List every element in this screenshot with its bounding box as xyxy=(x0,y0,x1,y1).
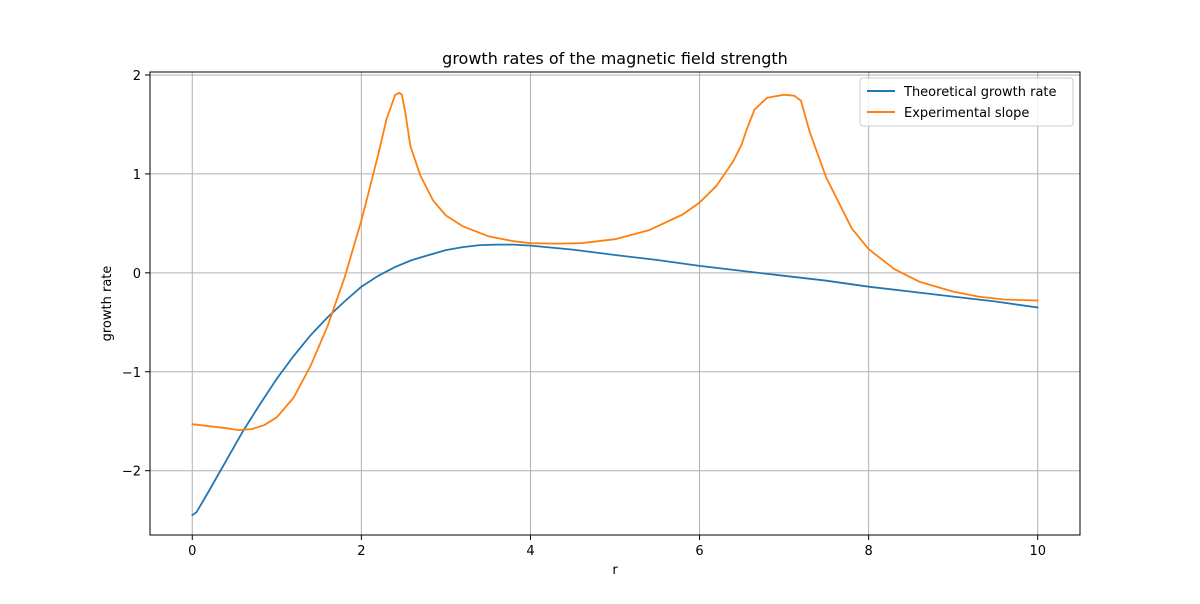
y-tick-label: −1 xyxy=(122,366,141,381)
legend-box xyxy=(859,77,1074,127)
series-line-experimental xyxy=(191,91,1039,432)
x-tick-label: 2 xyxy=(357,544,365,559)
y-tick-label: 1 xyxy=(133,168,141,183)
grid-lines xyxy=(150,72,1080,535)
x-tick-label: 8 xyxy=(864,544,872,559)
series-line-theoretical xyxy=(191,243,1039,517)
x-tick-label: 4 xyxy=(526,544,534,559)
y-tick-label: 0 xyxy=(133,267,141,282)
x-axis-label: r xyxy=(612,563,618,578)
plot-frame xyxy=(149,71,1081,536)
y-tick-label: −2 xyxy=(122,465,141,480)
x-tick-label: 6 xyxy=(695,544,703,559)
legend-label-experimental: Experimental slope xyxy=(904,106,1029,121)
legend-label-theoretical: Theoretical growth rate xyxy=(903,85,1057,100)
chart-title: growth rates of the magnetic field stren… xyxy=(442,49,788,68)
y-tick-label: 2 xyxy=(133,69,141,84)
y-axis-label: growth rate xyxy=(100,266,115,342)
x-tick-label: 0 xyxy=(188,544,196,559)
x-tick-label: 10 xyxy=(1029,544,1046,559)
legend: Theoretical growth rate Experimental slo… xyxy=(859,77,1074,127)
series-layer xyxy=(191,91,1039,517)
axis-ticks: 0 2 4 6 8 10 −2 −1 0 1 2 xyxy=(122,69,1046,559)
